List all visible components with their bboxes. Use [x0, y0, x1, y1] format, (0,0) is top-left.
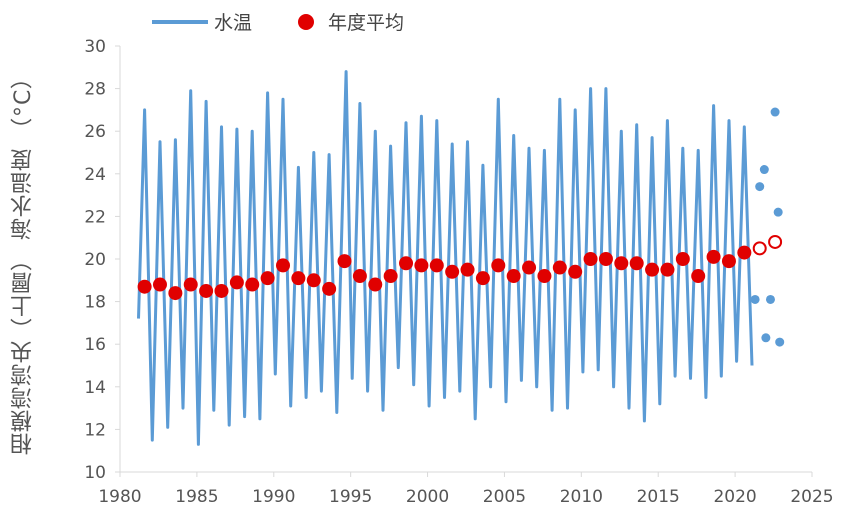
y-tick-label: 24	[84, 165, 106, 185]
water-temp-legend-swatch	[152, 19, 208, 24]
annual-avg-point	[706, 249, 721, 264]
annual-avg-point	[522, 260, 537, 275]
x-tick-label: 2000	[406, 487, 449, 507]
annual-avg-point	[491, 258, 506, 273]
annual-avg-point	[568, 264, 583, 279]
recent-temp-point	[759, 165, 769, 175]
chart-legend: 水温 年度平均	[152, 8, 404, 35]
y-tick-label: 14	[84, 378, 106, 398]
annual-avg-point	[475, 271, 490, 286]
recent-temp-point	[775, 337, 785, 347]
annual-avg-point	[445, 264, 460, 279]
annual-avg-point	[322, 281, 337, 296]
y-tick-label: 22	[84, 207, 106, 227]
annual-avg-point	[399, 256, 414, 271]
x-tick-label: 2015	[637, 487, 680, 507]
y-tick-label: 12	[84, 420, 106, 440]
annual-avg-point	[629, 256, 644, 271]
annual-avg-point	[506, 269, 521, 284]
recent-temp-point	[761, 333, 771, 343]
y-tick-label: 18	[84, 293, 106, 313]
y-tick-label: 10	[84, 463, 106, 483]
annual-avg-point	[537, 269, 552, 284]
annual-avg-point	[229, 275, 244, 290]
recent-temp-point	[755, 182, 765, 192]
annual-avg-point	[199, 283, 214, 298]
annual-avg-point	[260, 271, 275, 286]
annual-avg-point	[291, 271, 306, 286]
x-tick-label: 2005	[483, 487, 526, 507]
annual-avg-point	[691, 269, 706, 284]
annual-avg-point	[598, 252, 613, 266]
x-tick-label: 1985	[175, 487, 218, 507]
annual-avg-point	[352, 269, 367, 284]
x-tick-label: 1995	[329, 487, 372, 507]
recent-temp-point	[770, 107, 780, 117]
chart-axes: 10 12 14 16 18 20 22 24 26 28 30 1980 1985 1990 1995 20…	[84, 37, 833, 507]
y-tick-label: 26	[84, 122, 106, 142]
water-temp-legend-label: 水温	[214, 12, 253, 34]
annual-avg-point	[368, 277, 383, 292]
annual-avg-point	[645, 262, 660, 277]
recent-temp-point	[773, 207, 783, 217]
annual-avg-legend-label: 年度平均	[328, 12, 405, 34]
annual-avg-point	[183, 277, 198, 292]
annual-avg-legend-swatch	[298, 13, 315, 30]
x-tick-label: 2020	[713, 487, 756, 507]
annual-avg-point	[152, 277, 167, 292]
annual-avg-point	[614, 256, 629, 271]
recent-temp-point	[765, 294, 775, 304]
annual-avg-point	[414, 258, 429, 273]
y-tick-label: 16	[84, 335, 106, 355]
annual-avg-point	[214, 283, 229, 298]
annual-avg-point	[306, 273, 321, 288]
annual-avg-point	[675, 252, 690, 266]
x-tick-label: 1990	[252, 487, 295, 507]
annual-avg-point	[583, 252, 598, 266]
y-tick-label: 30	[84, 37, 106, 57]
x-tick-label: 2010	[560, 487, 603, 507]
annual-avg-point	[137, 279, 152, 294]
annual-avg-point	[737, 245, 752, 260]
annual-avg-open-point	[752, 241, 767, 256]
y-tick-label: 20	[84, 250, 106, 270]
annual-avg-open-point	[768, 234, 783, 249]
annual-avg-point	[460, 262, 475, 277]
annual-avg-point	[552, 260, 567, 275]
recent-temp-point	[750, 294, 760, 304]
annual-avg-point	[660, 262, 675, 277]
annual-avg-point	[168, 286, 183, 301]
annual-avg-point	[429, 258, 444, 273]
annual-avg-point	[337, 254, 352, 269]
y-tick-label: 28	[84, 80, 106, 100]
annual-avg-point	[245, 277, 260, 292]
water-temp-line	[137, 70, 754, 446]
plot-area	[137, 70, 785, 446]
x-tick-label: 1980	[98, 487, 141, 507]
annual-avg-point	[721, 254, 736, 269]
x-tick-label: 2025	[790, 487, 833, 507]
annual-avg-point	[276, 258, 291, 273]
annual-avg-point	[383, 269, 398, 284]
